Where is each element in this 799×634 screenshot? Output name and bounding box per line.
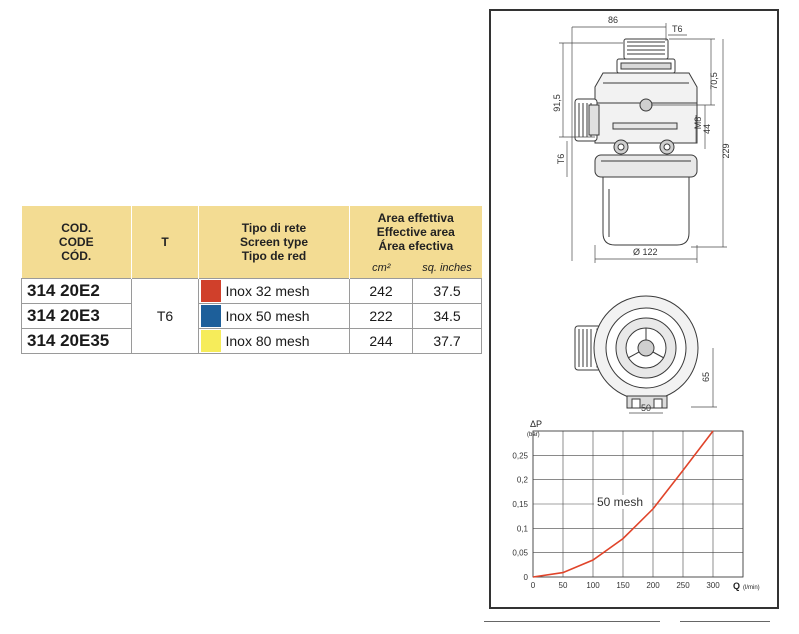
dim-70-5-label: 70,5 [709,72,719,90]
chart-grid [532,430,744,578]
mesh-type: Inox 32 mesh [219,278,351,304]
filter-side-view [574,38,698,246]
screen-type-header: Tipo di rete Screen type Tipo de red [198,206,351,279]
dim-86-label: 86 [608,15,618,25]
y-axis-unit: (bar) [527,432,540,438]
dimension-lines [559,23,727,263]
area-cm2: 244 [349,328,414,354]
unit-sq-inches-header: sq. inches [412,258,482,279]
dim-50-label: 50 [641,403,651,413]
product-code: 314 20E2 [21,278,132,304]
thread-value: T6 [131,278,199,354]
product-code: 314 20E35 [21,328,132,354]
y-tick-label: 0,15 [512,500,528,509]
dim-65-label: 65 [701,372,711,382]
table-row: 314 20E3 Inox 50 mesh 222 34.5 [21,303,483,329]
unit-cm2-header: cm² [349,258,413,279]
dim-m8-label: M8 [693,117,703,130]
y-tick-label: 0,2 [517,476,529,485]
dim-t6-top-label: T6 [672,24,683,34]
x-tick-label: 50 [559,581,568,590]
area-sq-inches: 37.5 [412,278,483,304]
y-tick-label: 0,25 [512,451,528,460]
pressure-drop-chart: 0 50 100 150 200 250 300 0 0,05 0,1 0,15 0,2 0,25 50… [512,419,759,591]
mesh-type: Inox 80 mesh [219,328,351,354]
table-row: 314 20E35 Inox 80 mesh 244 37.7 [21,328,483,354]
x-axis-unit: (l/min) [743,585,760,591]
y-tick-label: 0 [524,573,529,582]
product-spec-table: COD. CODE CÓD. T Tipo di rete Screen typ… [21,206,483,354]
x-tick-label: 250 [676,581,690,590]
series-label-50-mesh: 50 mesh [597,495,643,509]
chart-tick-labels: 0 50 100 150 200 250 300 0 0,05 0,1 0,15 0,2 0,25 [512,451,720,590]
x-tick-label: 200 [646,581,660,590]
x-tick-label: 0 [531,581,536,590]
footer-rule-left [484,621,660,622]
t-header: T [131,206,199,279]
technical-drawing-panel: 86 T6 91,5 70,5 M8 44 229 T6 Ø 122 [489,9,779,609]
y-axis-label: ΔP [530,419,542,429]
color-swatch-yellow [201,330,221,352]
dim-44-label: 44 [702,124,712,134]
area-sq-inches: 37.7 [412,328,483,354]
code-header: COD. CODE CÓD. [21,206,132,279]
y-tick-label: 0,1 [517,524,529,533]
color-swatch-red [201,280,221,302]
area-cm2: 222 [349,303,414,329]
product-code: 314 20E3 [21,303,132,329]
footer-rule-right [680,621,770,622]
dim-229-label: 229 [721,143,731,158]
table-row: 314 20E2 T6 Inox 32 mesh 242 37.5 [21,278,483,354]
x-tick-label: 300 [706,581,720,590]
mesh-type: Inox 50 mesh [219,303,351,329]
dim-91-5-label: 91,5 [552,94,562,112]
series-line-50-mesh [532,430,714,578]
effective-area-header: Area effettiva Effective area Área efect… [349,206,482,258]
filter-top-view [574,295,699,409]
x-axis-label: Q [733,581,740,591]
y-tick-label: 0,05 [512,549,528,558]
dim-t6-side-label: T6 [556,154,566,165]
x-tick-label: 100 [586,581,600,590]
area-sq-inches: 34.5 [412,303,483,329]
color-swatch-blue [201,305,221,327]
area-cm2: 242 [349,278,414,304]
x-tick-label: 150 [616,581,630,590]
dim-diameter-122-label: Ø 122 [633,247,658,257]
